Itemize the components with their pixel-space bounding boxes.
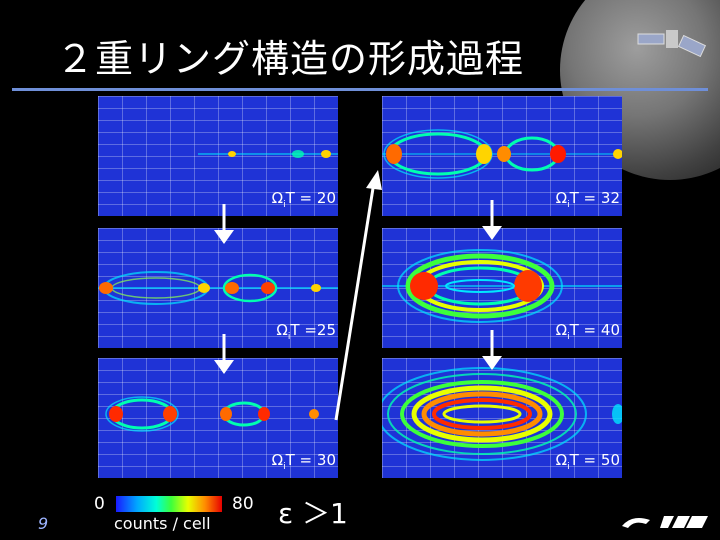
title-divider [12,88,708,91]
panel-label-t32: ΩiT = 32 [555,189,620,210]
density-plot-t30 [105,396,319,432]
colorbar-label: counts / cell [114,514,211,533]
colorbar-min: 0 [94,494,105,514]
page-number: 9 [38,514,49,533]
logos [620,512,710,536]
panel-t30: ΩiT = 30 [98,358,338,478]
colorbar [116,496,222,512]
slide-title: ２重リング構造の形成過程 [56,37,525,81]
panel-label-t50: ΩiT = 50 [555,451,620,472]
panel-t32: ΩiT = 32 [382,96,622,216]
satellite-image [637,30,706,58]
panel-t50: ΩiT = 50 [382,358,622,478]
panel-label-t40: ΩiT = 40 [555,321,620,342]
arrow-down-icon [482,330,502,370]
panel-t25: ΩiT =25 [98,228,338,348]
arrow-down-icon [482,200,502,240]
panel-label-t30: ΩiT = 30 [271,451,336,472]
density-plot-t50 [382,367,622,461]
arrow-down-icon [214,334,234,374]
panel-label-t25: ΩiT =25 [276,321,336,342]
density-plot-t40 [382,249,622,323]
jaxa-logo [622,516,708,528]
panel-t20: ΩiT = 20 [98,96,338,216]
condition-text: ε ＞1 [278,497,348,530]
density-plot-t32 [382,129,622,179]
density-plot-t20 [198,150,338,158]
arrow-down-icon [214,204,234,244]
colorbar-max: 80 [232,494,254,514]
panel-label-t20: ΩiT = 20 [271,189,336,210]
arrow-up-right-icon [334,170,382,421]
panel-t40: ΩiT = 40 [382,228,622,348]
density-plot-t25 [98,271,338,305]
